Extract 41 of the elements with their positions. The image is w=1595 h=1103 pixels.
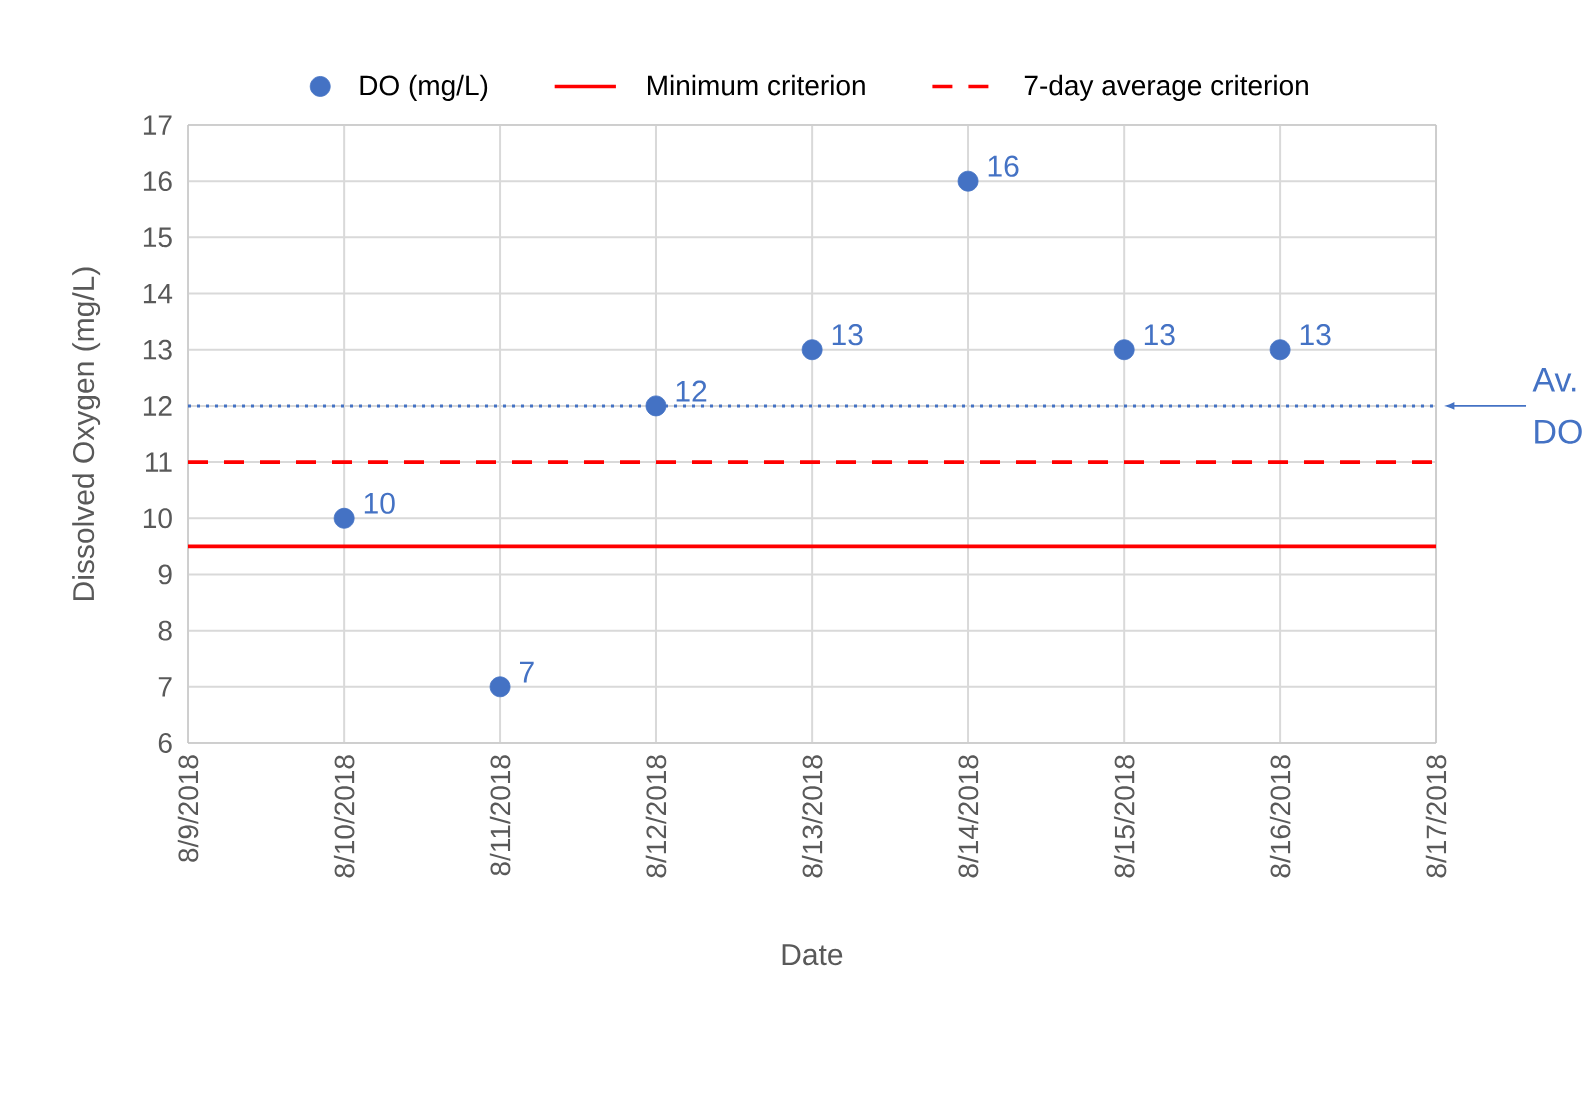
ref-line-label: Av. DO [1532, 368, 1582, 444]
y-tick-label: 13 [143, 339, 172, 360]
x-tick-label: 8/11/2018 [489, 755, 511, 876]
y-tick-label: 11 [146, 452, 172, 472]
point [1113, 339, 1135, 361]
data-label: 7 [520, 661, 534, 683]
point [801, 339, 823, 361]
y-tick-label: 9 [158, 564, 172, 585]
point [957, 170, 979, 192]
data-label: 13 [832, 324, 863, 346]
x-tick-label: 8/16/2018 [1269, 755, 1291, 878]
x-tick-label: 8/17/2018 [1425, 755, 1447, 878]
y-tick-label: 10 [143, 508, 172, 529]
y-tick-label: 8 [158, 620, 172, 641]
y-tick-label: 17 [143, 115, 172, 135]
y-tick-label: 12 [143, 396, 172, 416]
x-tick-label: 8/13/2018 [801, 755, 823, 878]
legend-label: DO (mg/L) [360, 74, 488, 101]
data-label: 13 [1300, 324, 1331, 346]
y-tick-label: 14 [143, 283, 173, 304]
data-label: 12 [676, 380, 707, 402]
point [333, 507, 355, 529]
x-tick-label: 8/15/2018 [1113, 755, 1135, 878]
y-tick-label: 15 [143, 227, 172, 248]
x-tick-label: 8/10/2018 [333, 755, 355, 878]
point [1269, 339, 1291, 361]
y-axis-title: Dissolved Oxygen (mg/L) [72, 267, 101, 600]
x-tick-label: 8/12/2018 [645, 755, 667, 878]
legend-label: Minimum criterion [648, 74, 865, 96]
point [645, 395, 667, 417]
data-label: 13 [1144, 324, 1175, 346]
x-axis-title: Date [782, 944, 843, 966]
legend-label: 7-day average criterion [1024, 74, 1308, 101]
y-tick-label: 7 [158, 677, 172, 697]
data-label: 16 [988, 155, 1019, 177]
point [489, 676, 511, 698]
y-tick-label: 6 [158, 733, 172, 753]
x-tick-label: 8/14/2018 [957, 755, 979, 878]
y-tick-label: 16 [143, 171, 172, 192]
data-label: 10 [364, 492, 395, 514]
x-tick-label: 8/9/2018 [177, 755, 199, 862]
